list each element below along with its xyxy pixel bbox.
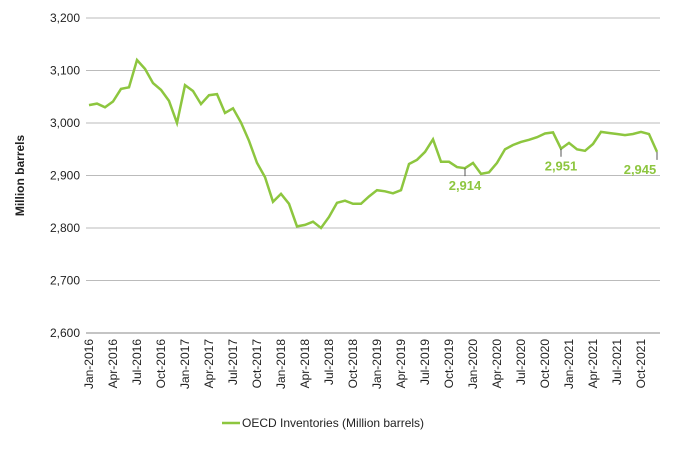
x-tick-label: Apr-2018 xyxy=(298,339,312,389)
x-tick-label: Jul-2017 xyxy=(226,339,240,385)
x-tick-label: Oct-2021 xyxy=(634,339,648,389)
x-tick-label: Oct-2020 xyxy=(538,339,552,389)
x-tick-label: Jan-2019 xyxy=(370,339,384,389)
data-label: 2,951 xyxy=(545,159,578,174)
x-tick-label: Jul-2019 xyxy=(418,339,432,385)
x-tick-label: Apr-2021 xyxy=(586,339,600,389)
x-tick-label: Jul-2020 xyxy=(514,339,528,385)
y-tick-label: 2,800 xyxy=(50,221,80,235)
y-tick-label: 2,600 xyxy=(50,326,80,340)
y-tick-label: 2,700 xyxy=(50,274,80,288)
data-label: 2,914 xyxy=(449,178,482,193)
x-tick-label: Apr-2019 xyxy=(394,339,408,389)
x-tick-label: Jan-2017 xyxy=(178,339,192,389)
x-tick-label: Oct-2017 xyxy=(250,339,264,389)
x-tick-label: Oct-2018 xyxy=(346,339,360,389)
x-tick-label: Oct-2019 xyxy=(442,339,456,389)
data-line xyxy=(88,57,659,230)
legend-label: OECD Inventories (Million barrels) xyxy=(242,416,424,430)
data-label: 2,945 xyxy=(624,162,657,177)
y-tick-label: 3,100 xyxy=(50,64,80,78)
y-tick-label: 3,000 xyxy=(50,116,80,130)
x-tick-label: Jul-2018 xyxy=(322,339,336,385)
x-tick-label: Apr-2020 xyxy=(490,339,504,389)
x-tick-label: Jul-2016 xyxy=(130,339,144,385)
x-tick-label: Jan-2016 xyxy=(82,339,96,389)
x-tick-label: Jan-2021 xyxy=(562,339,576,389)
y-axis-label: Million barrels xyxy=(13,135,27,217)
x-tick-label: Apr-2017 xyxy=(202,339,216,389)
y-tick-label: 2,900 xyxy=(50,169,80,183)
x-tick-label: Oct-2016 xyxy=(154,339,168,389)
x-tick-label: Jan-2020 xyxy=(466,339,480,389)
y-tick-label: 3,200 xyxy=(50,11,80,25)
x-tick-label: Jul-2021 xyxy=(610,339,624,385)
x-tick-label: Apr-2016 xyxy=(106,339,120,389)
x-tick-label: Jan-2018 xyxy=(274,339,288,389)
